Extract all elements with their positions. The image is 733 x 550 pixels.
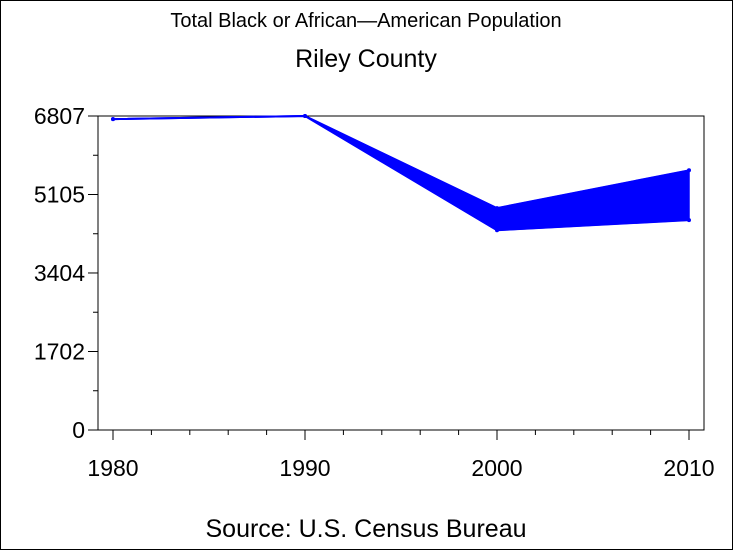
- y-axis-ticks: [88, 115, 98, 431]
- y-tick-label-4: 6807: [34, 103, 85, 129]
- y-axis-minor-ticks: [93, 154, 98, 392]
- y-tick-label-1: 1702: [34, 338, 85, 364]
- y-tick-label-3: 5105: [34, 182, 85, 208]
- series-0-lower-line: [112, 114, 690, 232]
- x-tick-label-3: 2010: [663, 455, 714, 481]
- series-group: [111, 114, 691, 233]
- y-tick-label-0: 0: [72, 417, 85, 443]
- y-tick-label-2: 3404: [34, 260, 85, 286]
- source-note: Source: U.S. Census Bureau: [206, 515, 527, 543]
- series-0-upper-point-3: [687, 168, 691, 173]
- series-0-lower-point-3: [687, 218, 691, 223]
- y-axis-tick-labels: 0 1702 3404 5105 6807: [34, 103, 85, 443]
- x-tick-label-1: 1990: [279, 455, 330, 481]
- series-0-lower-point-1: [303, 114, 307, 118]
- series-0-lower-point-0: [111, 117, 115, 122]
- x-axis-tick-labels: 1980 1990 2000 2010: [87, 455, 714, 481]
- x-tick-label-2: 2000: [471, 455, 522, 481]
- chart-title: Total Black or African—American Populati…: [170, 10, 561, 32]
- series-0-lower-point-2: [495, 228, 499, 233]
- x-axis-minor-ticks: [150, 430, 652, 435]
- series-0-upper-point-2: [495, 206, 499, 211]
- x-tick-label-0: 1980: [87, 455, 138, 481]
- chart-subtitle: Riley County: [295, 45, 437, 73]
- x-axis-ticks: [112, 430, 690, 440]
